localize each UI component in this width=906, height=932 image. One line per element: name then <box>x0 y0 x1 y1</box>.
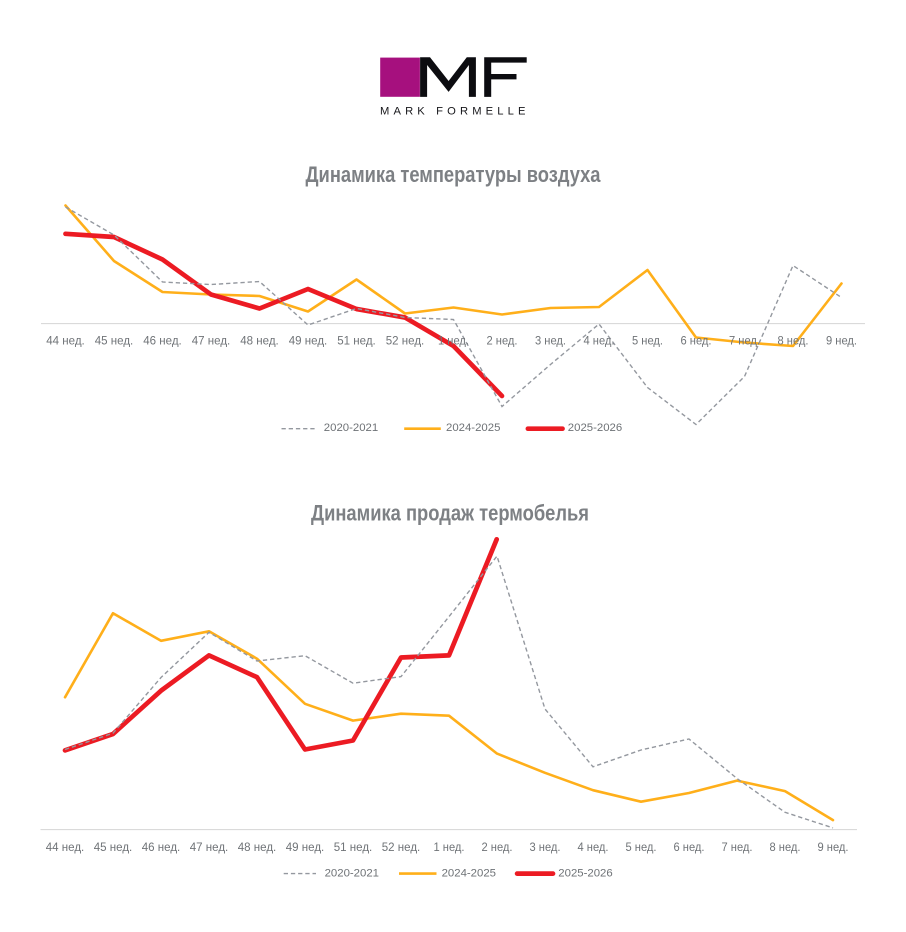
svg-text:52 нед.: 52 нед. <box>386 333 425 347</box>
svg-text:6 нед.: 6 нед. <box>681 333 712 347</box>
svg-text:7 нед.: 7 нед. <box>722 840 753 854</box>
svg-text:44 нед.: 44 нед. <box>46 840 85 854</box>
svg-text:2024-2025: 2024-2025 <box>442 868 496 880</box>
svg-text:1 нед.: 1 нед. <box>438 333 469 347</box>
svg-text:5 нед.: 5 нед. <box>632 333 663 347</box>
svg-text:9 нед.: 9 нед. <box>818 840 849 854</box>
svg-text:45 нед.: 45 нед. <box>95 333 134 347</box>
svg-text:8 нед.: 8 нед. <box>770 840 801 854</box>
svg-text:52 нед.: 52 нед. <box>382 840 421 854</box>
svg-text:Динамика температуры воздуха: Динамика температуры воздуха <box>306 162 602 187</box>
svg-text:3 нед.: 3 нед. <box>535 333 566 347</box>
svg-text:3 нед.: 3 нед. <box>530 840 561 854</box>
svg-text:51 нед.: 51 нед. <box>334 840 373 854</box>
svg-text:44 нед.: 44 нед. <box>46 333 85 347</box>
svg-text:2020-2021: 2020-2021 <box>325 868 379 880</box>
svg-text:46 нед.: 46 нед. <box>143 333 182 347</box>
svg-text:51 нед.: 51 нед. <box>337 333 376 347</box>
svg-text:2025-2026: 2025-2026 <box>568 422 622 434</box>
svg-text:45 нед.: 45 нед. <box>94 840 133 854</box>
svg-text:47 нед.: 47 нед. <box>192 333 231 347</box>
svg-text:47 нед.: 47 нед. <box>190 840 229 854</box>
svg-text:9 нед.: 9 нед. <box>826 333 857 347</box>
svg-text:6 нед.: 6 нед. <box>674 840 705 854</box>
svg-text:7 нед.: 7 нед. <box>729 333 760 347</box>
svg-text:MARK FORMELLE: MARK FORMELLE <box>380 105 526 117</box>
svg-text:2020-2021: 2020-2021 <box>324 422 378 434</box>
svg-text:48 нед.: 48 нед. <box>238 840 277 854</box>
svg-text:49 нед.: 49 нед. <box>289 333 328 347</box>
svg-text:2 нед.: 2 нед. <box>482 840 513 854</box>
svg-text:4 нед.: 4 нед. <box>584 333 615 347</box>
svg-text:2024-2025: 2024-2025 <box>446 422 500 434</box>
svg-text:2 нед.: 2 нед. <box>487 333 518 347</box>
svg-text:46 нед.: 46 нед. <box>142 840 181 854</box>
svg-text:1 нед.: 1 нед. <box>434 840 465 854</box>
svg-text:5 нед.: 5 нед. <box>626 840 657 854</box>
svg-text:4 нед.: 4 нед. <box>578 840 609 854</box>
svg-text:8 нед.: 8 нед. <box>778 333 809 347</box>
svg-text:2025-2026: 2025-2026 <box>558 868 612 880</box>
svg-text:49 нед.: 49 нед. <box>286 840 325 854</box>
svg-text:Динамика продаж термобелья: Динамика продаж термобелья <box>311 501 589 526</box>
svg-text:48 нед.: 48 нед. <box>240 333 279 347</box>
